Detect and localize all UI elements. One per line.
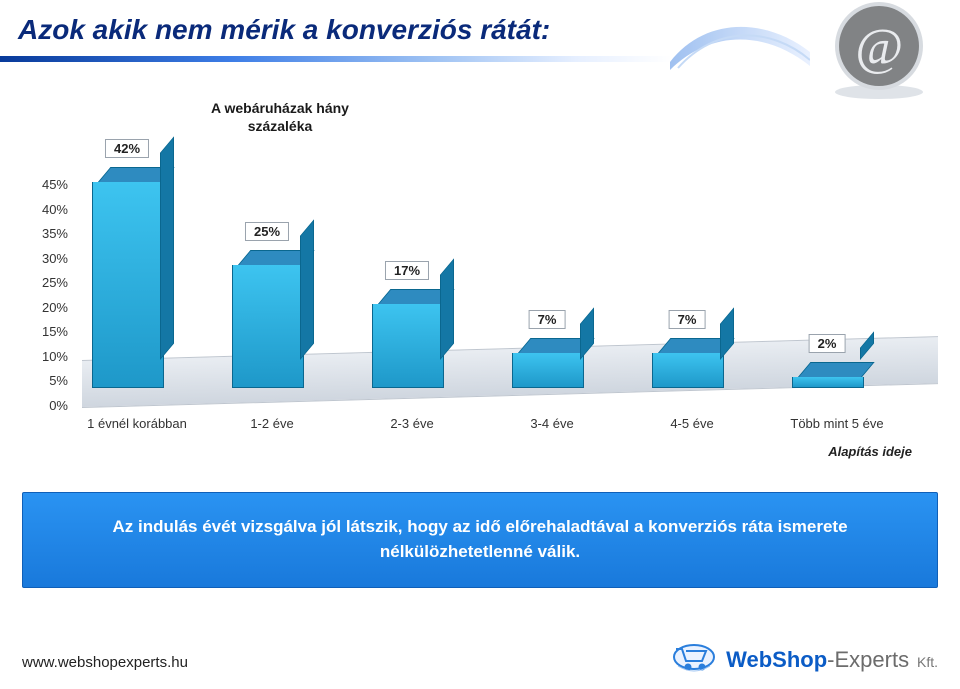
cart-icon [672, 643, 716, 677]
xtick-4: 3-4 éve [507, 416, 597, 431]
insight-callout-text: Az indulás évét vizsgálva jól látszik, h… [53, 515, 907, 564]
chart-series-title-line1: A webáruházak hány [211, 100, 349, 116]
chart-series-title-line2: százaléka [248, 118, 313, 134]
footer-logo: WebShop-Experts Kft. [672, 643, 938, 677]
plot-area: 42% 25% 17% 7% [82, 142, 938, 408]
page-title: Azok akik nem mérik a konverziós rátát: [18, 14, 550, 46]
insight-callout: Az indulás évét vizsgálva jól látszik, h… [22, 492, 938, 588]
xtick-3: 2-3 éve [367, 416, 457, 431]
bar-4: 7% [512, 338, 582, 388]
ytick-40: 40% [22, 202, 68, 217]
bar-3-value: 17% [385, 261, 429, 280]
footer-brand-bold: WebShop [726, 647, 827, 672]
bar-6: 2% [792, 362, 862, 388]
footer-brand: WebShop-Experts Kft. [726, 647, 938, 673]
at-glyph: @ [855, 19, 903, 76]
ytick-30: 30% [22, 251, 68, 266]
at-sign-badge-icon: @ [824, 0, 934, 100]
ytick-10: 10% [22, 349, 68, 364]
xtick-5: 4-5 éve [647, 416, 737, 431]
bar-2-value: 25% [245, 222, 289, 241]
bar-4-value: 7% [529, 310, 566, 329]
xtick-2: 1-2 éve [227, 416, 317, 431]
ytick-35: 35% [22, 226, 68, 241]
footer-url: www.webshopexperts.hu [22, 654, 188, 671]
bar-6-value: 2% [809, 334, 846, 353]
ytick-5: 5% [22, 373, 68, 388]
bar-3: 17% [372, 289, 442, 388]
bar-chart: A webáruházak hány százaléka 0% 5% 10% 1… [22, 98, 938, 458]
xtick-6: Több mint 5 éve [762, 416, 912, 431]
ytick-0: 0% [22, 398, 68, 413]
ytick-15: 15% [22, 324, 68, 339]
bar-5: 7% [652, 338, 722, 388]
bar-2: 25% [232, 250, 302, 388]
ytick-20: 20% [22, 300, 68, 315]
footer-brand-suffix: -Experts [827, 647, 909, 672]
xtick-1: 1 évnél korábban [77, 416, 197, 431]
chart-series-title: A webáruházak hány százaléka [190, 100, 370, 135]
x-axis-title: Alapítás ideje [828, 444, 912, 459]
header-swirl-decoration [670, 12, 810, 72]
bar-1-value: 42% [105, 139, 149, 158]
ytick-45: 45% [22, 177, 68, 192]
ytick-25: 25% [22, 275, 68, 290]
slide-root: Azok akik nem mérik a konverziós rátát: … [0, 0, 960, 689]
footer-brand-tail: Kft. [913, 654, 938, 670]
title-underline [0, 56, 960, 62]
bar-5-value: 7% [669, 310, 706, 329]
bar-1: 42% [92, 167, 162, 388]
